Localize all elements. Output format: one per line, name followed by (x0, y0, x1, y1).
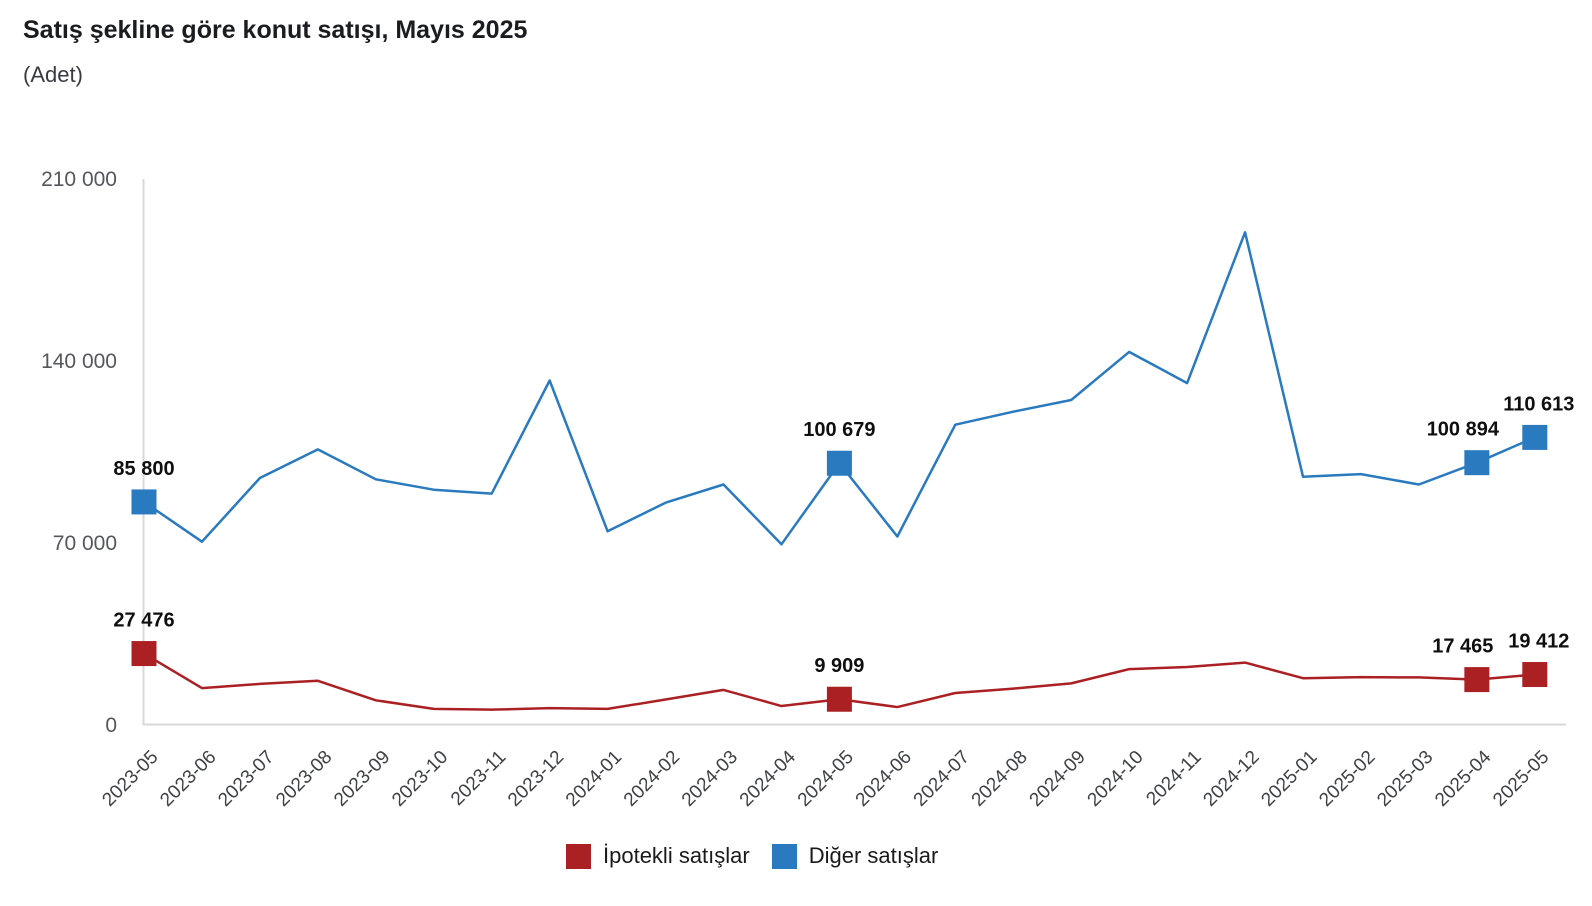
legend-label-ipotekli: İpotekli satışlar (603, 843, 750, 868)
x-tick-label: 2024-02 (620, 747, 684, 811)
x-tick-label: 2023-10 (388, 747, 452, 811)
x-tick-label: 2023-09 (330, 747, 394, 811)
x-tick-label: 2025-03 (1373, 747, 1437, 811)
x-tick-label: 2024-12 (1199, 747, 1263, 811)
x-tick-label: 2024-10 (1084, 747, 1148, 811)
y-tick-label: 210 000 (41, 168, 117, 191)
x-tick-label: 2024-01 (562, 747, 626, 811)
x-tick-label: 2025-02 (1315, 747, 1379, 811)
legend-item-diger-satislar[interactable]: Diğer satışlar (771, 843, 939, 869)
x-tick-label: 2024-04 (736, 746, 800, 810)
x-tick-label: 2024-11 (1142, 747, 1205, 810)
legend: İpotekli satışlar Diğer satışlar (566, 843, 938, 869)
x-tick-label: 2025-04 (1431, 746, 1495, 810)
data-point-marker (1464, 667, 1490, 693)
series-line (142, 231, 1537, 546)
chart-title: Satış şekline göre konut satışı, Mayıs 2… (23, 16, 528, 44)
x-tick-label: 2024-09 (1026, 747, 1090, 811)
data-point-marker (826, 450, 852, 476)
legend-swatch-diger (771, 843, 797, 869)
x-tick-label: 2025-01 (1257, 747, 1321, 811)
legend-label-diger: Diğer satışlar (808, 843, 939, 868)
x-tick-label: 2023-07 (214, 747, 278, 811)
x-tick-label: 2023-11 (447, 747, 510, 810)
chart-unit-label: (Adet) (23, 62, 83, 87)
data-point-label: 9 909 (814, 655, 864, 677)
x-tick-label: 2024-03 (678, 747, 742, 811)
y-tick-label: 0 (105, 714, 117, 737)
data-point-label: 110 613 (1503, 393, 1574, 415)
x-tick-label: 2023-06 (156, 747, 220, 811)
x-tick-label: 2024-06 (852, 747, 916, 811)
data-point-label: 100 894 (1427, 419, 1500, 441)
data-point-label: 85 800 (113, 458, 174, 480)
legend-item-ipotekli-satislar[interactable]: İpotekli satışlar (566, 843, 750, 869)
data-point-marker (1522, 662, 1548, 688)
data-point-label: 100 679 (803, 419, 875, 441)
y-tick-label: 70 000 (53, 532, 117, 555)
x-tick-label: 2024-07 (910, 747, 974, 811)
legend-swatch-ipotekli (566, 843, 591, 869)
x-tick-label: 2024-05 (794, 747, 858, 811)
data-point-marker (131, 641, 157, 667)
data-point-label: 19 412 (1508, 631, 1569, 653)
x-tick-label: 2023-08 (272, 747, 336, 811)
x-tick-label: 2023-12 (504, 747, 568, 811)
data-point-marker (826, 686, 852, 712)
data-point-marker (131, 489, 157, 515)
data-point-marker (1464, 450, 1490, 476)
y-tick-label: 140 000 (41, 350, 117, 373)
data-point-label: 27 476 (113, 610, 174, 632)
x-tick-label: 2025-05 (1489, 747, 1553, 811)
x-tick-label: 2024-08 (968, 747, 1032, 811)
data-point-label: 17 465 (1432, 636, 1493, 658)
x-tick-label: 2023-05 (98, 747, 162, 811)
data-point-marker (1522, 424, 1548, 450)
